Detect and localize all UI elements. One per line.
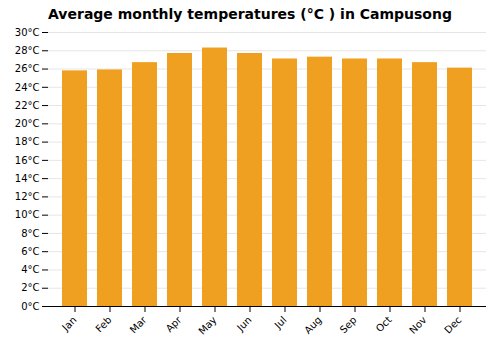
svg-text:14°C: 14°C: [15, 173, 40, 184]
svg-text:Mar: Mar: [128, 314, 150, 336]
svg-text:Feb: Feb: [93, 314, 113, 334]
svg-text:Sep: Sep: [338, 314, 359, 335]
svg-text:Nov: Nov: [407, 314, 429, 336]
svg-text:12°C: 12°C: [15, 191, 40, 202]
svg-text:Dec: Dec: [442, 314, 463, 335]
svg-text:26°C: 26°C: [15, 63, 40, 74]
svg-text:Oct: Oct: [374, 314, 394, 334]
svg-text:8°C: 8°C: [21, 228, 39, 239]
html-text:Average monthly temperatures (: Average monthly temperatures (°C ) in Ca…: [48, 6, 452, 22]
svg-text:2°C: 2°C: [21, 282, 39, 293]
svg-text:6°C: 6°C: [21, 246, 39, 257]
svg-text:May: May: [196, 314, 218, 336]
svg-text:16°C: 16°C: [15, 155, 40, 166]
svg-text:28°C: 28°C: [15, 45, 40, 56]
svg-text:20°C: 20°C: [15, 118, 40, 129]
svg-text:18°C: 18°C: [15, 136, 40, 147]
svg-text:Apr: Apr: [164, 314, 185, 335]
svg-text:10°C: 10°C: [15, 209, 40, 220]
svg-text:24°C: 24°C: [15, 82, 40, 93]
svg-text:Jun: Jun: [234, 314, 254, 334]
svg-text:Jul: Jul: [272, 314, 289, 331]
svg-text:4°C: 4°C: [21, 264, 39, 275]
svg-text:0°C: 0°C: [21, 301, 39, 312]
svg-text:30°C: 30°C: [15, 27, 40, 38]
svg-text:Aug: Aug: [302, 314, 324, 336]
svg-text:22°C: 22°C: [15, 100, 40, 111]
svg-text:Jan: Jan: [59, 314, 78, 333]
